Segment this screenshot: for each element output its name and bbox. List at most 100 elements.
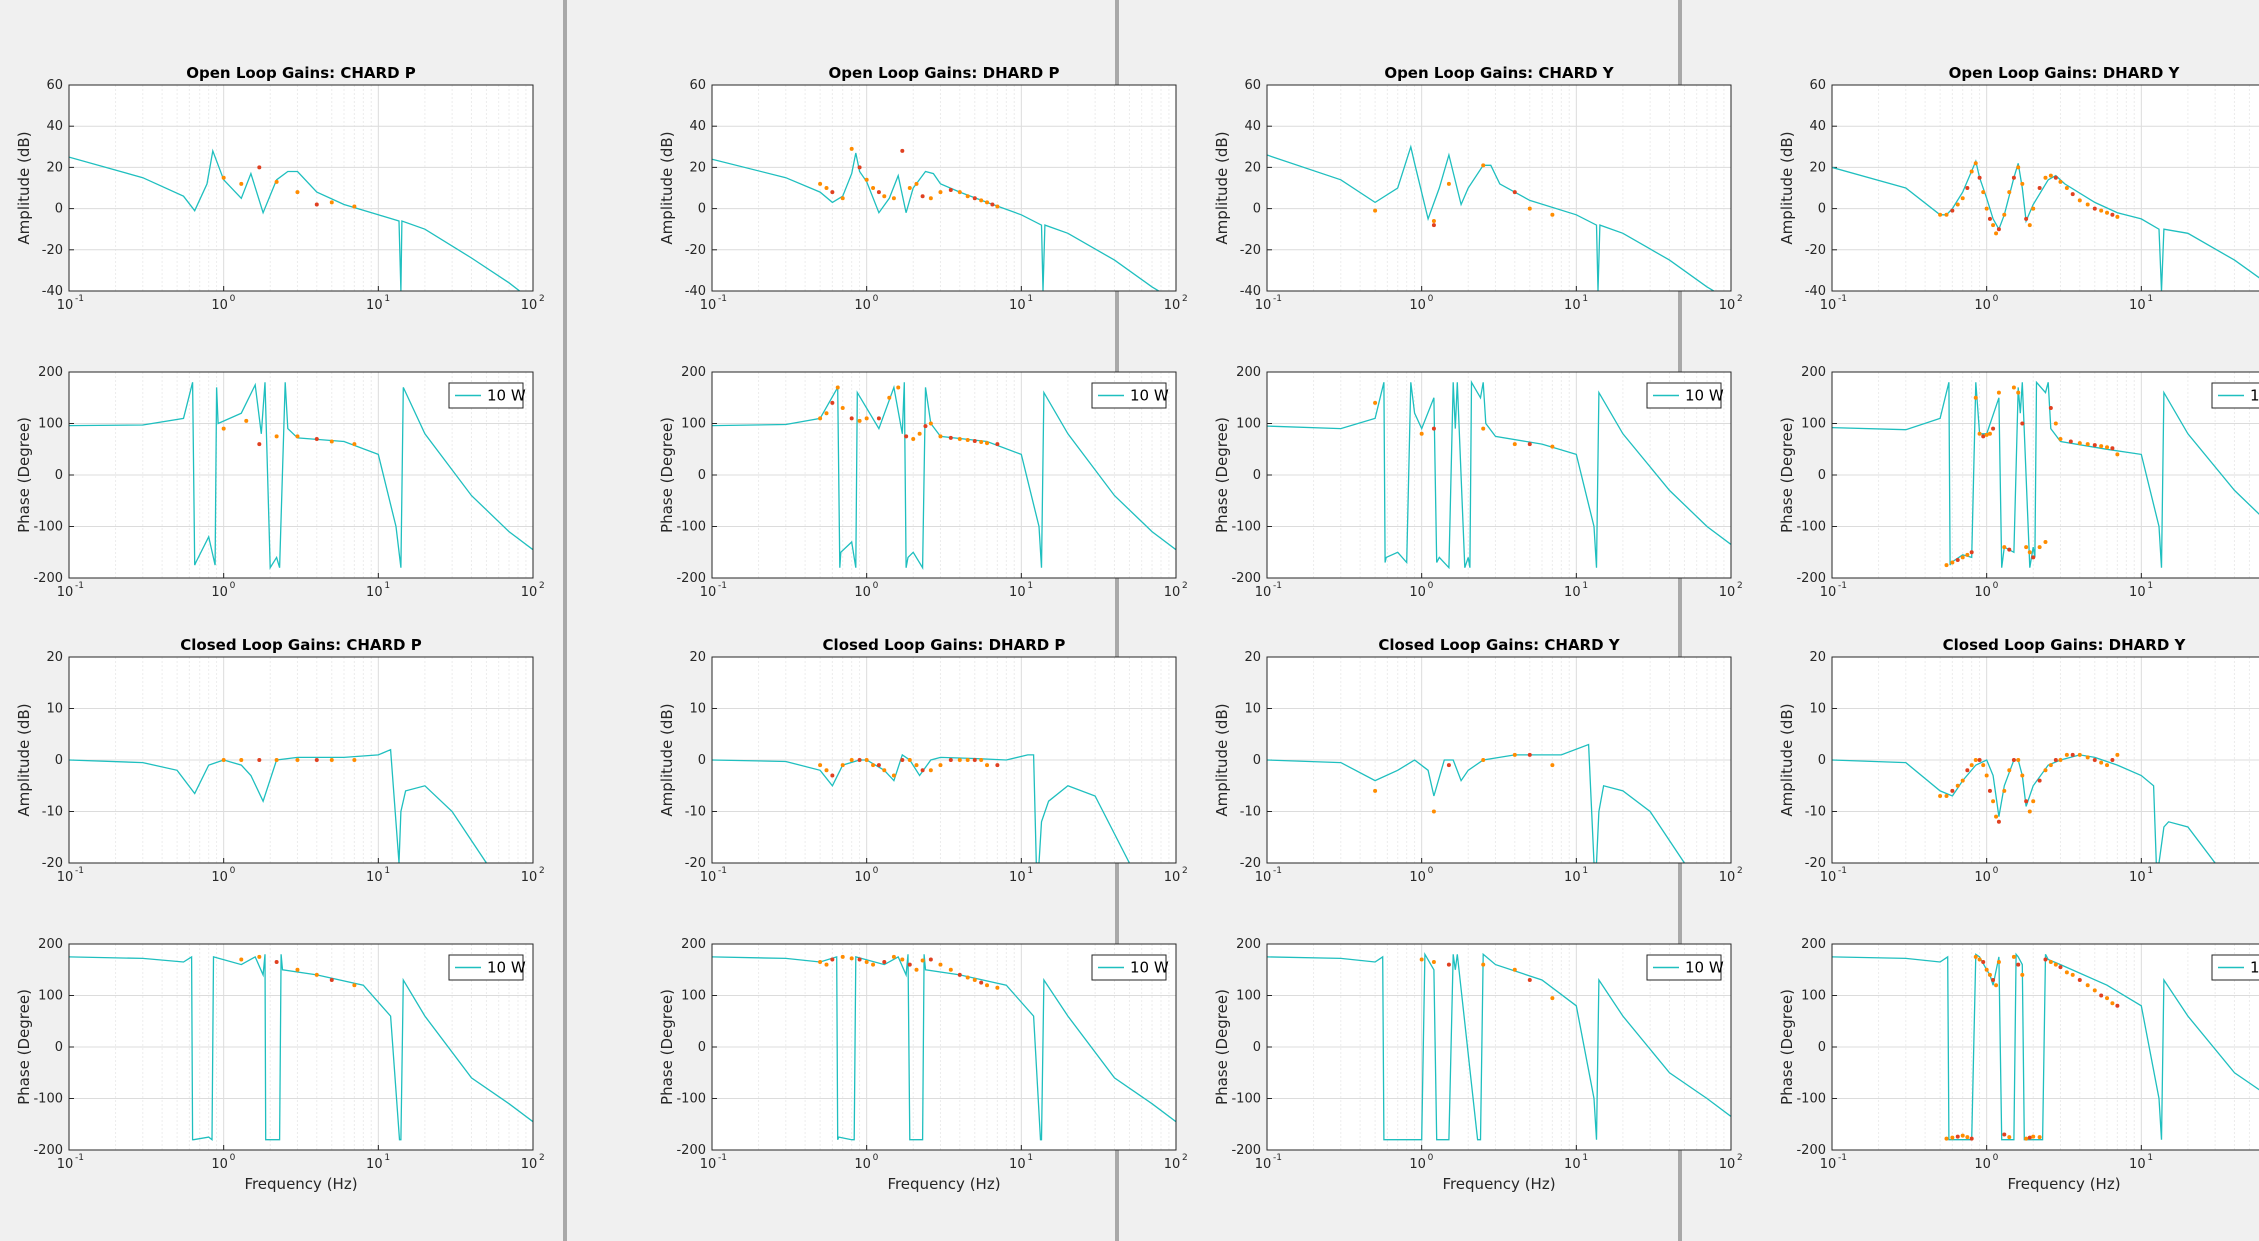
data-point <box>995 763 1000 768</box>
data-point <box>957 436 962 441</box>
data-point <box>1481 163 1486 168</box>
data-point <box>1944 1136 1949 1141</box>
x-tick-label: 10 <box>1564 870 1581 885</box>
data-point <box>2058 179 2063 184</box>
plot-area[interactable] <box>69 85 533 291</box>
data-point <box>1996 390 2001 395</box>
data-point <box>1973 954 1978 959</box>
data-point <box>957 972 962 977</box>
data-point <box>835 385 840 390</box>
column-divider[interactable] <box>1678 0 1682 1241</box>
x-tick-label: 10 <box>1164 298 1181 313</box>
x-tick-exponent: -1 <box>75 1153 84 1163</box>
data-point <box>900 148 905 153</box>
data-point <box>314 202 319 207</box>
legend[interactable]: 10 W <box>1646 382 1724 409</box>
x-tick-exponent: -1 <box>1273 866 1282 876</box>
legend[interactable]: 10 W <box>448 954 526 981</box>
x-tick-label: 10 <box>2129 585 2146 600</box>
data-point <box>1960 555 1965 560</box>
x-tick-label: 10 <box>211 585 228 600</box>
data-point <box>1965 552 1970 557</box>
y-tick-label: 0 <box>698 753 706 768</box>
data-point <box>2020 773 2025 778</box>
data-point <box>274 179 279 184</box>
plot-area[interactable] <box>1832 85 2259 291</box>
data-point <box>1960 778 1965 783</box>
legend[interactable]: 10 W <box>448 382 526 409</box>
data-point <box>907 186 912 190</box>
data-point <box>1527 206 1532 211</box>
data-point <box>295 758 300 762</box>
y-tick-label: -100 <box>33 1092 63 1107</box>
data-point <box>2092 206 2097 211</box>
data-point <box>928 196 933 201</box>
data-point <box>972 758 977 762</box>
x-tick-exponent: 1 <box>2147 581 2153 591</box>
data-point <box>904 434 909 439</box>
legend[interactable]: 10 W <box>1646 954 1724 981</box>
data-point <box>995 985 1000 990</box>
axes-box <box>68 371 534 579</box>
legend[interactable]: 10 W <box>1091 382 1169 409</box>
x-tick-exponent: 1 <box>2147 1153 2153 1163</box>
data-point <box>239 957 244 962</box>
data-point <box>1973 758 1978 762</box>
legend[interactable]: 10 W <box>1091 954 1169 981</box>
x-tick-label: 10 <box>854 870 871 885</box>
series-line-10w <box>712 152 1161 291</box>
data-point <box>920 194 925 199</box>
data-point <box>1977 431 1982 436</box>
x-tick-label: 10 <box>366 870 383 885</box>
data-point <box>1550 996 1555 1001</box>
data-point <box>928 957 933 962</box>
data-point <box>2077 978 2082 983</box>
x-tick-exponent: -1 <box>1273 294 1282 304</box>
x-tick-exponent: -1 <box>1273 581 1282 591</box>
data-point <box>1991 426 1996 431</box>
y-tick-label: 100 <box>1801 989 1826 1004</box>
data-point <box>2027 809 2032 814</box>
plot-title: Open Loop Gains: CHARD P <box>186 64 415 82</box>
x-tick-label: 10 <box>1409 1157 1426 1172</box>
data-point <box>2077 752 2082 757</box>
plot-area[interactable] <box>1267 85 1731 291</box>
data-point <box>1984 206 1989 211</box>
data-point <box>244 418 249 423</box>
data-point <box>948 188 953 193</box>
legend-label: 10 W <box>2250 387 2259 405</box>
column-divider[interactable] <box>563 0 567 1241</box>
legend[interactable]: 10 W <box>2211 954 2259 981</box>
x-tick-exponent: 2 <box>539 866 545 876</box>
legend[interactable]: 10 W <box>2211 382 2259 409</box>
data-point <box>2027 550 2032 555</box>
x-tick-label: 10 <box>1974 298 1991 313</box>
x-tick-exponent: -1 <box>718 866 727 876</box>
data-point <box>314 436 319 441</box>
y-tick-label: -20 <box>42 243 63 258</box>
data-point <box>2099 993 2104 998</box>
y-axis-label: Amplitude (dB) <box>15 131 33 244</box>
data-point <box>920 768 925 773</box>
series-line-10w <box>69 954 533 1142</box>
axes-box <box>711 943 1177 1151</box>
x-tick-label: 10 <box>366 298 383 313</box>
data-point <box>2002 1132 2007 1137</box>
data-point <box>871 763 876 768</box>
axes-box <box>711 656 1177 864</box>
data-point <box>1977 175 1982 180</box>
x-tick-label: 10 <box>211 1157 228 1172</box>
data-point <box>2099 444 2104 449</box>
x-tick-label: 10 <box>1409 870 1426 885</box>
data-point <box>2037 778 2042 783</box>
plot-area[interactable] <box>712 85 1176 291</box>
x-tick-label: 10 <box>1719 298 1736 313</box>
x-tick-exponent: 1 <box>1582 866 1588 876</box>
data-point <box>257 954 262 959</box>
column-divider[interactable] <box>1115 0 1119 1241</box>
data-point <box>2058 436 2063 441</box>
